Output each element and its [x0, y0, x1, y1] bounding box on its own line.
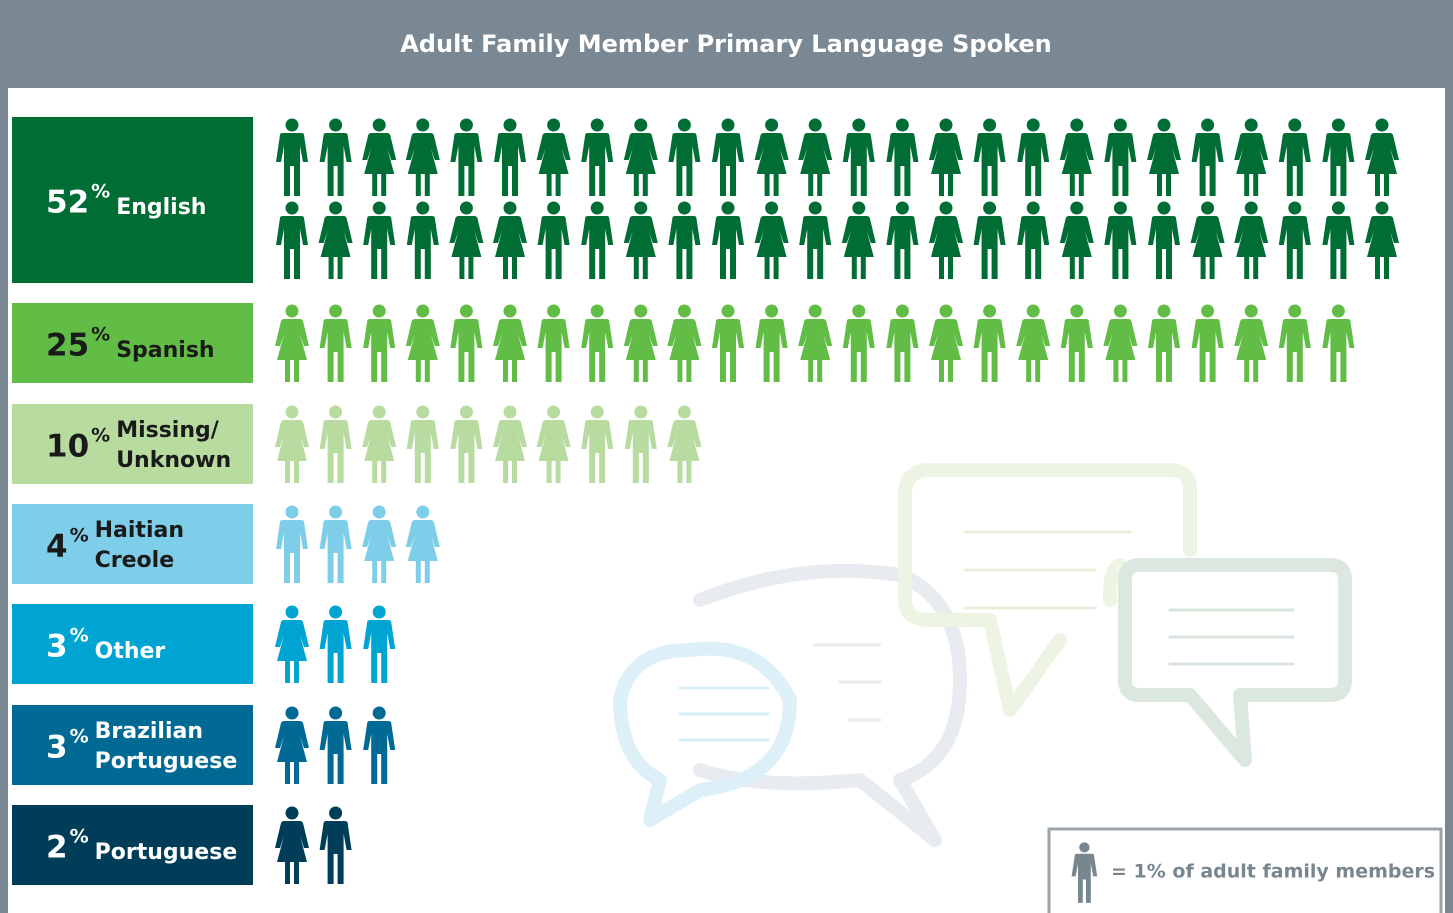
category-label: Portuguese	[95, 840, 238, 865]
category-label: Creole	[95, 548, 175, 573]
unit-label: %	[91, 324, 110, 346]
category-label: Brazilian	[95, 719, 203, 744]
key-label: = 1% of adult family members	[1111, 861, 1435, 883]
unit-label: %	[70, 525, 89, 547]
label-box	[12, 504, 253, 584]
category-label: Portuguese	[95, 749, 238, 774]
category-label: Spanish	[116, 338, 214, 363]
unit-label: %	[91, 425, 110, 447]
label-box	[12, 805, 253, 885]
value-label: 4	[46, 529, 68, 565]
label-box	[12, 303, 253, 383]
unit-label: %	[70, 625, 89, 647]
value-label: 25	[46, 328, 89, 364]
speech-bubbles	[613, 463, 1352, 847]
unit-label: %	[91, 181, 110, 203]
category-label: Haitian	[95, 518, 184, 543]
label-box	[12, 404, 253, 484]
label-box	[12, 604, 253, 684]
value-label: 2	[46, 830, 68, 866]
value-label: 3	[46, 730, 68, 766]
unit-label: %	[70, 726, 89, 748]
key-box	[1047, 827, 1443, 913]
category-label: Missing/	[116, 418, 220, 443]
value-label: 3	[46, 629, 68, 665]
label-box	[12, 117, 253, 283]
category-label: English	[116, 195, 206, 220]
value-label: 10	[46, 429, 89, 465]
unit-label: %	[70, 826, 89, 848]
category-label: Unknown	[116, 448, 231, 473]
category-label: Other	[95, 639, 166, 664]
label-box	[12, 705, 253, 785]
chart-title: Adult Family Member Primary Language Spo…	[400, 30, 1052, 58]
value-label: 52	[46, 185, 89, 221]
